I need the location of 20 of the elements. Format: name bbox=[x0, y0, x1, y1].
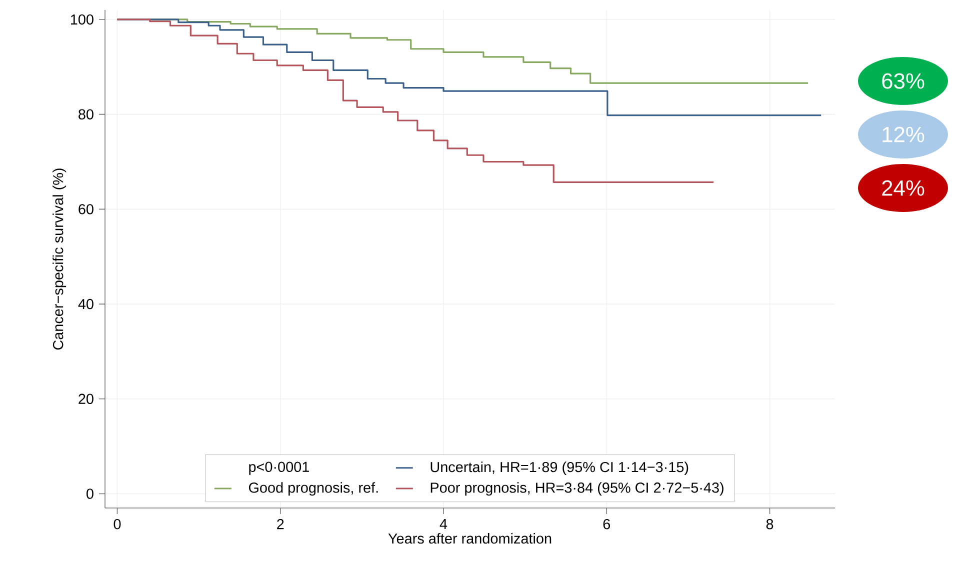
y-axis-title: Cancer−specific survival (%) bbox=[52, 168, 66, 350]
y-tick-label: 60 bbox=[78, 204, 94, 214]
legend-label: Uncertain, HR=1·89 (95% CI 1·14−3·15) bbox=[430, 462, 688, 476]
y-tick-label: 40 bbox=[78, 298, 94, 310]
x-tick-label: 2 bbox=[277, 518, 284, 530]
x-tick-label: 0 bbox=[114, 518, 121, 530]
x-tick-label: 4 bbox=[440, 519, 448, 529]
text: 12% bbox=[882, 126, 924, 142]
legend-label: Good prognosis, ref. bbox=[248, 482, 378, 496]
text: 24% bbox=[882, 180, 924, 196]
legend-label: Poor prognosis, HR=3·84 (95% CI 2·72−5·43) bbox=[430, 482, 724, 496]
y-tick-label: 80 bbox=[78, 109, 94, 120]
text: 63% bbox=[882, 73, 924, 89]
x-tick-label: 6 bbox=[603, 518, 610, 530]
legend-title: p<0·0001 bbox=[249, 462, 309, 475]
y-tick-label: 0 bbox=[86, 488, 94, 499]
x-tick-label: 8 bbox=[766, 518, 774, 530]
y-tick-label: 20 bbox=[78, 394, 94, 404]
x-axis-title: Years after randomization bbox=[388, 533, 552, 544]
y-tick-label: 100 bbox=[70, 14, 94, 25]
